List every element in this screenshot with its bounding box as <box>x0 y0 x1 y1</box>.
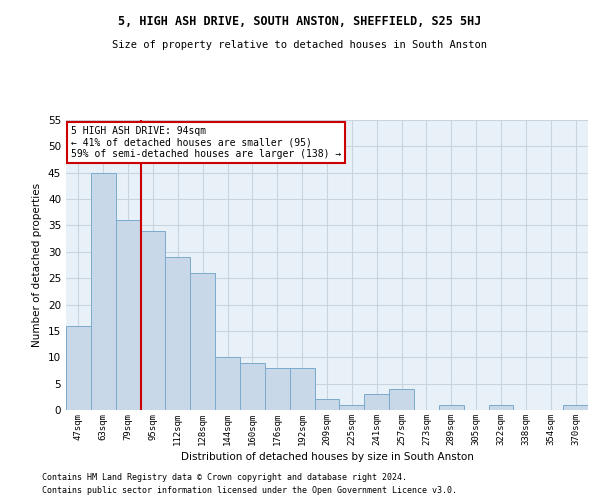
Y-axis label: Number of detached properties: Number of detached properties <box>32 183 43 347</box>
Bar <box>265 368 290 410</box>
Bar <box>364 394 389 410</box>
Bar <box>488 404 514 410</box>
Bar <box>240 362 265 410</box>
Text: Size of property relative to detached houses in South Anston: Size of property relative to detached ho… <box>113 40 487 50</box>
Bar <box>215 358 240 410</box>
Text: 5, HIGH ASH DRIVE, SOUTH ANSTON, SHEFFIELD, S25 5HJ: 5, HIGH ASH DRIVE, SOUTH ANSTON, SHEFFIE… <box>118 15 482 28</box>
X-axis label: Distribution of detached houses by size in South Anston: Distribution of detached houses by size … <box>181 452 473 462</box>
Bar <box>563 404 588 410</box>
Bar <box>439 404 464 410</box>
Bar <box>340 404 364 410</box>
Text: 5 HIGH ASH DRIVE: 94sqm
← 41% of detached houses are smaller (95)
59% of semi-de: 5 HIGH ASH DRIVE: 94sqm ← 41% of detache… <box>71 126 341 159</box>
Bar <box>314 400 340 410</box>
Bar <box>91 172 116 410</box>
Bar <box>140 230 166 410</box>
Bar <box>116 220 140 410</box>
Bar <box>389 389 414 410</box>
Text: Contains HM Land Registry data © Crown copyright and database right 2024.: Contains HM Land Registry data © Crown c… <box>42 474 407 482</box>
Bar <box>66 326 91 410</box>
Bar <box>190 273 215 410</box>
Bar <box>290 368 314 410</box>
Bar <box>166 257 190 410</box>
Text: Contains public sector information licensed under the Open Government Licence v3: Contains public sector information licen… <box>42 486 457 495</box>
